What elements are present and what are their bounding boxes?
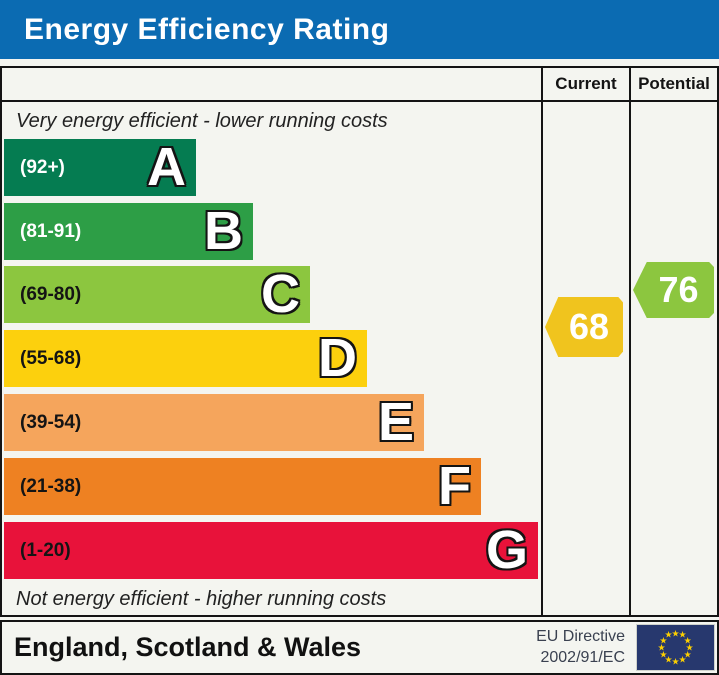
title-bar: Energy Efficiency Rating [0, 0, 719, 59]
band-letter: G [485, 520, 528, 580]
current-rating-arrow: 68 [545, 297, 623, 357]
current-rating-value: 68 [568, 306, 610, 347]
band-range: (69-80) [20, 284, 82, 305]
potential-column-header: Potential [638, 74, 710, 93]
eu-flag-star: ★ [659, 635, 668, 645]
band-letter: A [147, 137, 186, 197]
eu-flag-star: ★ [664, 654, 673, 665]
eu-flag-star: ★ [659, 649, 668, 659]
band-letter: C [261, 264, 300, 324]
band-row-g: (1-20) G [4, 522, 538, 579]
band-row-f: (21-38) F [4, 458, 481, 515]
eu-flag-star: ★ [671, 656, 680, 666]
band-letter: D [318, 328, 357, 388]
band-range: (21-38) [20, 476, 82, 497]
bottom-scale-note: Not energy efficient - higher running co… [16, 588, 387, 610]
eu-flag-star: ★ [685, 642, 694, 652]
current-column-divider [541, 68, 543, 615]
eu-flag-star: ★ [664, 629, 673, 640]
eu-directive-label: EU Directive 2002/91/EC [536, 626, 625, 668]
band-range: (1-20) [20, 540, 71, 561]
page-title: Energy Efficiency Rating [24, 13, 390, 46]
band-range: (55-68) [20, 348, 82, 369]
band-range: (81-91) [20, 221, 82, 242]
eu-flag-star: ★ [657, 642, 666, 652]
band-row-b: (81-91) B [4, 203, 253, 260]
band-row-e: (39-54) E [4, 394, 424, 451]
eu-flag-star: ★ [671, 628, 680, 638]
eu-directive-line1: EU Directive [536, 628, 625, 645]
potential-rating-arrow: 76 [633, 262, 714, 318]
eu-directive-line2: 2002/91/EC [540, 649, 625, 666]
top-scale-note: Very energy efficient - lower running co… [16, 110, 388, 132]
band-range: (92+) [20, 157, 65, 178]
region-label: England, Scotland & Wales [14, 632, 362, 662]
eu-flag-icon: ★ ★ ★ ★ ★ ★ ★ ★ ★ ★ ★ ★ [637, 625, 714, 670]
current-column-header: Current [555, 74, 617, 93]
band-letter: B [204, 201, 243, 261]
band-range: (39-54) [20, 412, 82, 433]
potential-column-divider [629, 68, 631, 615]
eu-flag-star: ★ [683, 649, 692, 659]
eu-flag-star: ★ [683, 635, 692, 645]
band-letter: F [438, 456, 471, 516]
eu-flag-star: ★ [678, 629, 687, 640]
band-row-a: (92+) A [4, 139, 196, 196]
eu-flag-star: ★ [678, 654, 687, 665]
potential-rating-value: 76 [658, 269, 699, 310]
band-row-c: (69-80) C [4, 266, 310, 323]
band-row-d: (55-68) D [4, 330, 367, 387]
header-divider [2, 100, 717, 102]
footer-bar: England, Scotland & Wales EU Directive 2… [0, 620, 719, 675]
band-letter: E [377, 392, 414, 452]
rating-table: Current Potential Very energy efficient … [0, 66, 719, 617]
